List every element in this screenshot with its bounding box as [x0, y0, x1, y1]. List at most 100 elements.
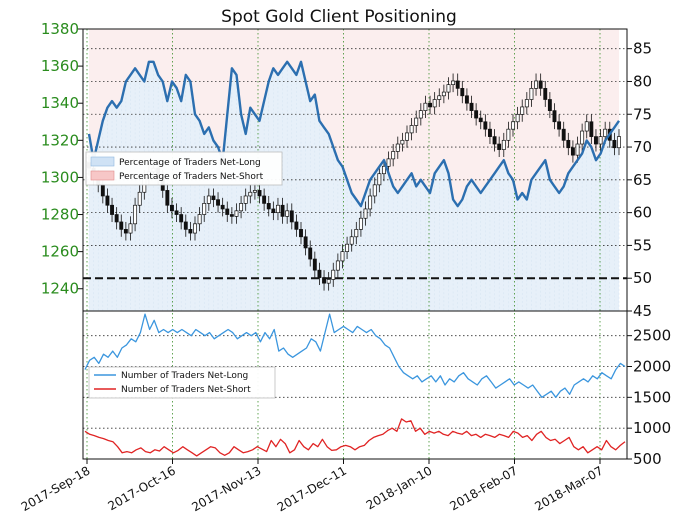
price-candle [409, 125, 414, 134]
date-tick-label: 2018-Feb-07 [447, 463, 520, 513]
price-candle [225, 208, 230, 215]
price-candle [137, 191, 142, 206]
price-candle [437, 95, 442, 100]
price-tick-label: 1260 [41, 243, 79, 261]
percent-tick-label: 70 [633, 138, 652, 156]
price-candle [188, 229, 193, 234]
price-candle [455, 80, 460, 89]
price-candle [100, 184, 105, 197]
legend-swatch-net-short [90, 170, 115, 181]
date-tick-label: 2017-Nov-13 [189, 463, 263, 514]
price-candle [483, 121, 488, 130]
price-candle [441, 91, 446, 97]
price-candle [497, 143, 502, 150]
price-candle [598, 136, 603, 145]
price-candle [547, 99, 552, 111]
legend-swatch-net-long [90, 156, 115, 167]
price-candle [179, 214, 184, 223]
percent-tick-label: 75 [633, 105, 652, 123]
price-candle [211, 195, 216, 201]
percent-tick-label: 85 [633, 40, 652, 58]
price-candle [349, 236, 354, 245]
bottom-legend: Number of Traders Net-Long Number of Trad… [88, 366, 276, 399]
legend-box [88, 366, 276, 399]
price-candle [262, 195, 267, 204]
price-candle [326, 279, 331, 284]
price-candle [492, 136, 497, 145]
price-candle [174, 210, 179, 215]
price-candle [451, 80, 456, 86]
price-candle [248, 191, 253, 197]
legend-box [85, 151, 283, 186]
price-candle [128, 223, 133, 234]
price-candle [511, 121, 515, 130]
price-candle [372, 184, 377, 197]
price-candle [331, 269, 336, 280]
price-candle [317, 269, 322, 278]
price-candle [123, 229, 128, 234]
legend-label-net-short-count: Number of Traders Net-Short [121, 385, 251, 395]
price-candle [358, 217, 363, 230]
price-candle [363, 208, 368, 219]
price-candle [395, 143, 400, 152]
date-tick-label: 2018-Mar-07 [532, 463, 605, 513]
price-candle [252, 190, 257, 193]
price-candle [133, 204, 138, 225]
price-candle [105, 195, 110, 206]
bottom-plot-frame [82, 310, 628, 460]
price-candle [303, 236, 308, 249]
net-short-area [89, 29, 619, 207]
net-long-count-line [84, 313, 626, 398]
price-candle [603, 128, 608, 137]
price-candle [446, 84, 451, 93]
net-long-area [89, 61, 619, 311]
price-candle [197, 214, 202, 225]
price-candle [280, 204, 285, 217]
price-candle [405, 132, 409, 141]
price-candle [220, 204, 225, 210]
price-candle [271, 208, 276, 214]
price-tick-label: 1280 [41, 206, 79, 224]
price-tick-label: 1380 [41, 20, 79, 38]
trader-count-panel: 500 1000 1500 2000 2500 Number of Traders Net… [19, 310, 671, 514]
price-candle [202, 203, 207, 215]
price-candle [193, 223, 197, 234]
chart-title: Spot Gold Client Positioning [221, 7, 457, 27]
price-candle [501, 139, 506, 150]
price-tick-label: 1340 [41, 94, 79, 112]
price-candle [285, 210, 290, 217]
price-candle [469, 102, 474, 111]
price-candle [234, 210, 239, 217]
percent-tick-label: 55 [633, 236, 652, 254]
price-candle [312, 258, 317, 271]
count-tick-label: 500 [633, 450, 662, 468]
date-tick-label: 2017-Dec-11 [275, 463, 349, 514]
price-candle [229, 214, 234, 217]
price-candle [386, 158, 391, 167]
price-candle [566, 139, 571, 149]
positioning-panel: 1240 1260 1280 1300 1320 1340 1360 1380 45 50 55 60… [41, 20, 652, 459]
price-candle [534, 80, 538, 89]
percent-tick-label: 50 [633, 269, 652, 287]
price-candle [114, 214, 119, 223]
price-candle [584, 121, 589, 132]
count-tick-label: 1000 [633, 419, 671, 437]
price-candle [520, 106, 525, 115]
percent-tick-label: 60 [633, 204, 652, 222]
price-candle [345, 243, 350, 252]
count-tick-label: 2000 [633, 358, 671, 376]
price-tick-label: 1240 [41, 280, 79, 298]
price-candle [206, 195, 211, 204]
legend-label-net-long: Percentage of Traders Net-Long [119, 158, 261, 168]
count-tick-label: 1500 [633, 388, 671, 406]
price-candle [165, 190, 170, 206]
price-candle [183, 221, 188, 230]
price-candle [368, 195, 373, 210]
price-candle [276, 204, 280, 214]
price-candle [575, 143, 580, 156]
price-candle [432, 99, 437, 108]
price-candle [382, 165, 386, 175]
price-candle [354, 229, 359, 238]
price-candle [570, 147, 575, 156]
